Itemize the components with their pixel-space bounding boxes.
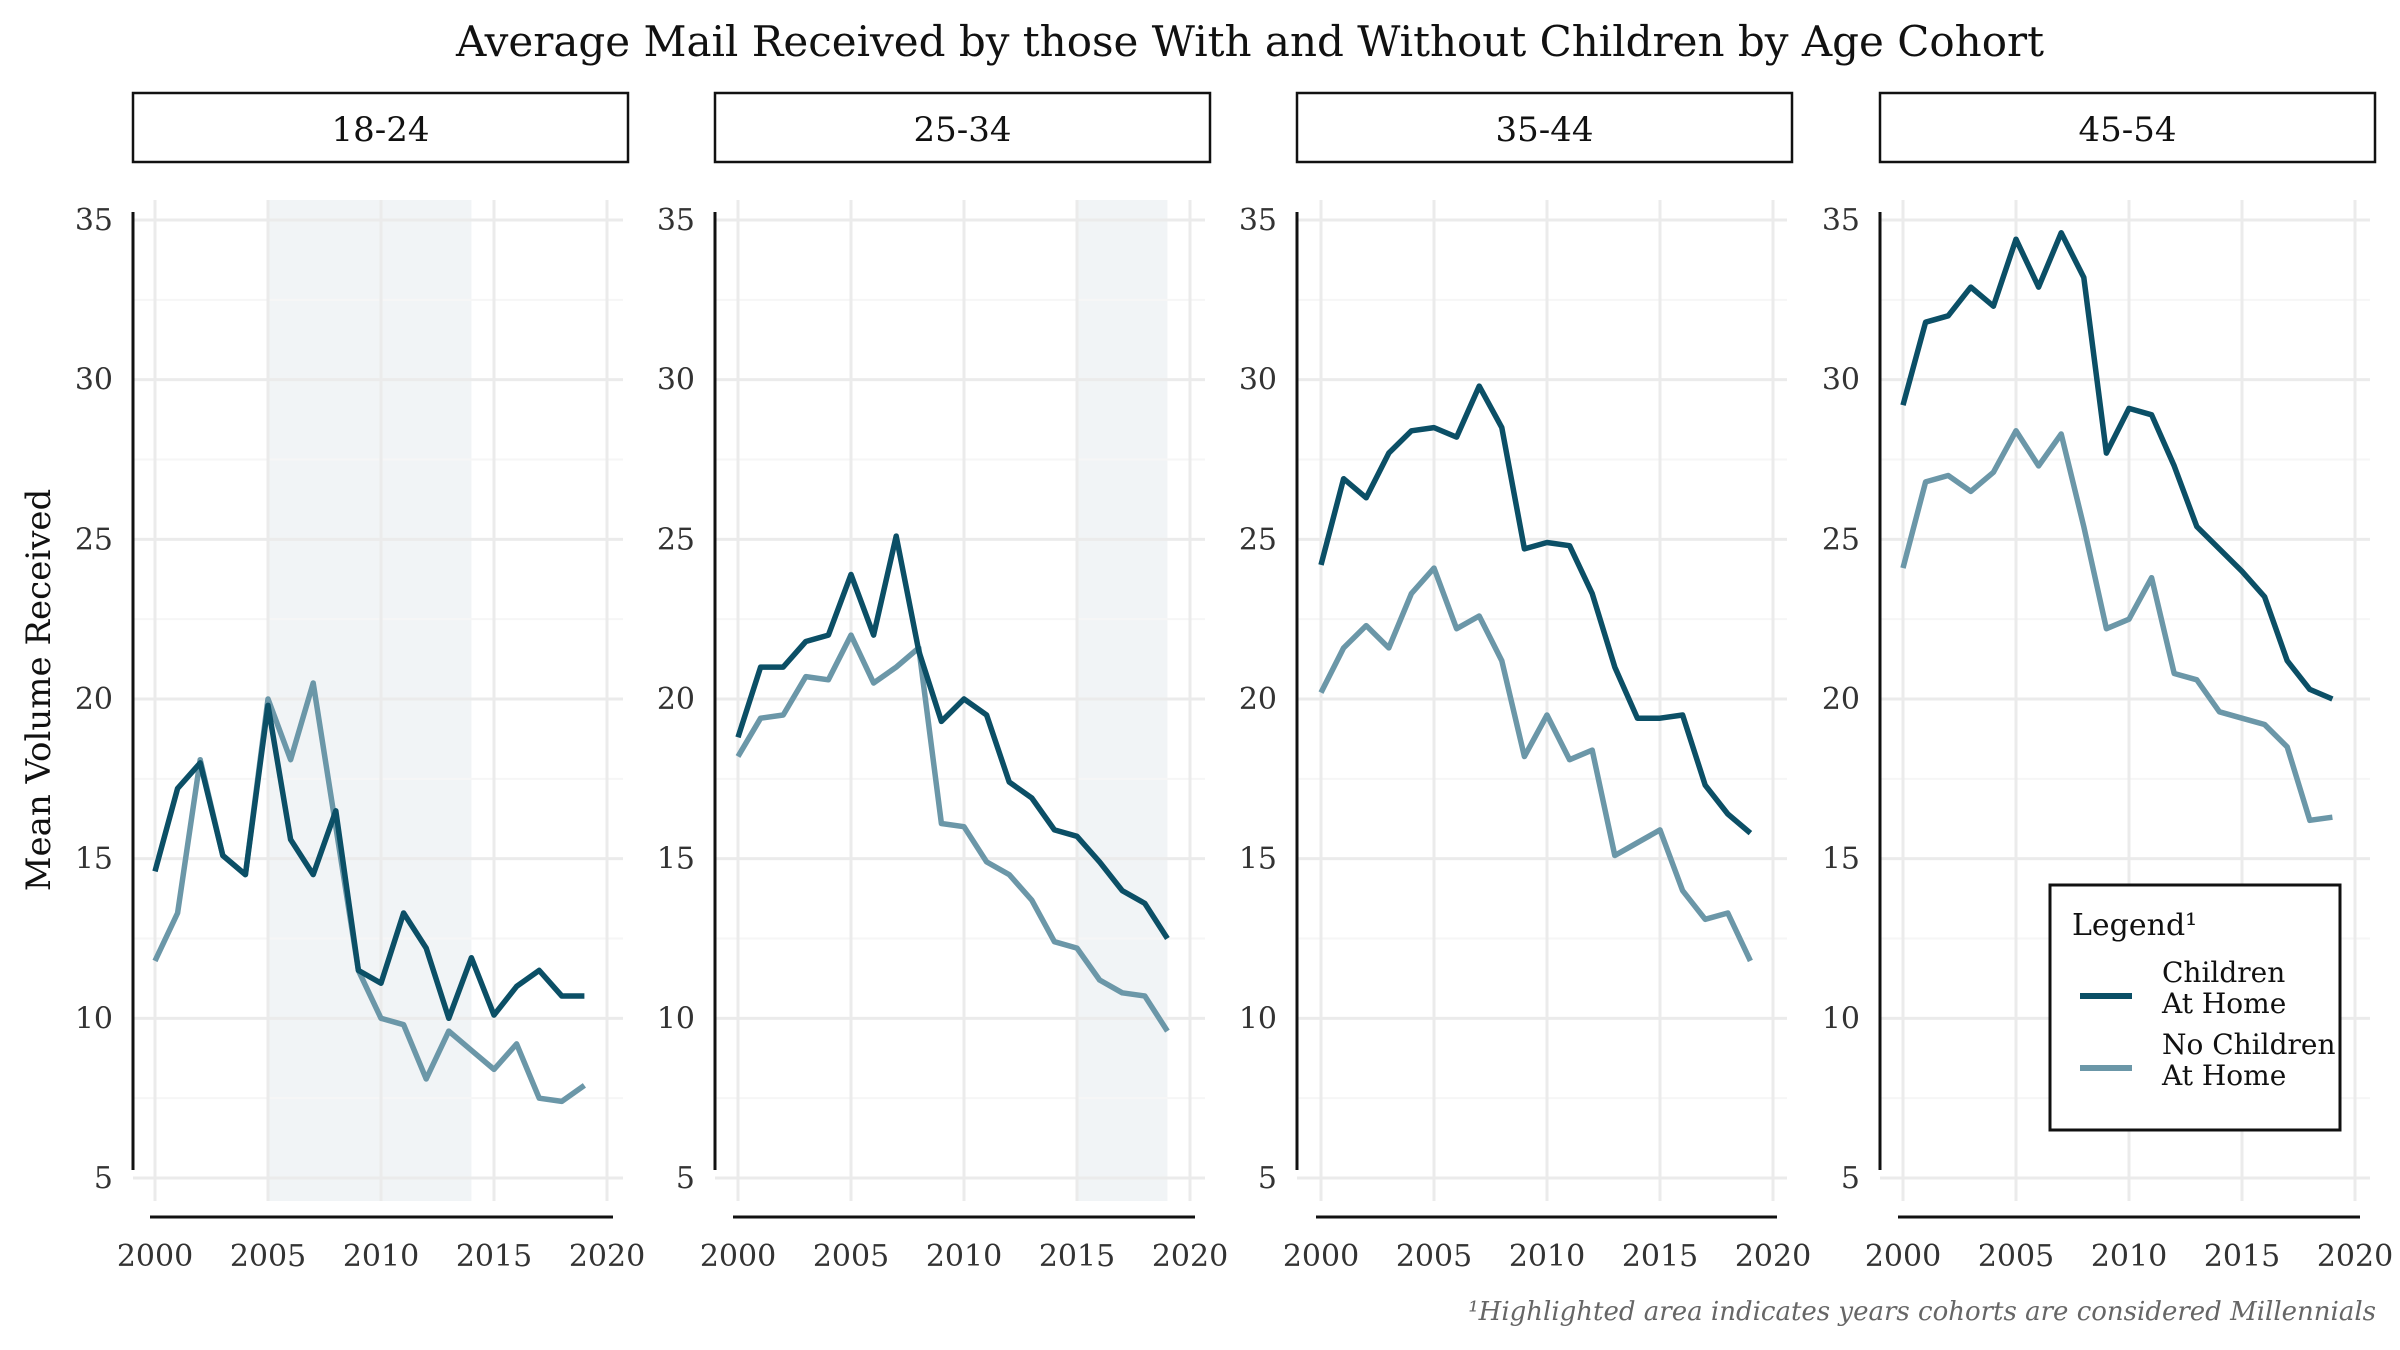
series-line-children: [1900, 230, 2334, 702]
x-tick-label: 2000: [1865, 1239, 1941, 1274]
y-tick-label: 15: [657, 842, 695, 877]
y-tick-label: 25: [1239, 522, 1277, 557]
x-tick-label: 2000: [117, 1239, 193, 1274]
footnote-caption: ¹Highlighted area indicates years cohort…: [1468, 1297, 2376, 1327]
y-tick-label: 25: [1822, 522, 1860, 557]
y-tick-label: 35: [1239, 203, 1277, 238]
y-tick-label: 20: [1822, 682, 1860, 717]
y-tick-label: 5: [1258, 1161, 1277, 1196]
x-tick-label: 2005: [813, 1239, 889, 1274]
x-tick-label: 2010: [2091, 1239, 2167, 1274]
legend-entry-label: At Home: [2161, 987, 2286, 1020]
y-tick-label: 15: [75, 842, 113, 877]
facet-strip: [713, 91, 1212, 164]
y-tick-label: 35: [657, 203, 695, 238]
y-tick-label: 20: [75, 682, 113, 717]
x-tick-label: 2015: [2204, 1239, 2280, 1274]
y-tick-label: 5: [94, 1161, 113, 1196]
x-tick-label: 2020: [569, 1239, 645, 1274]
y-tick-label: 10: [75, 1001, 113, 1036]
x-tick-label: 2000: [700, 1239, 776, 1274]
x-tick-label: 2010: [1509, 1239, 1585, 1274]
facet-panel-45-54: 5 10 15 20 25 30 35 2000 2005 2010 2015 2020 45-54: [1822, 91, 2393, 1274]
series-line-no-children: [1318, 565, 1753, 963]
legend-title: Legend¹: [2072, 908, 2197, 943]
x-tick-label: 2005: [230, 1239, 306, 1274]
x-tick-label: 2015: [1622, 1239, 1698, 1274]
y-tick-label: 15: [1239, 842, 1277, 877]
x-tick-label: 2010: [343, 1239, 419, 1274]
facet-strip-label: 25-34: [913, 110, 1011, 150]
x-tick-label: 2000: [1283, 1239, 1359, 1274]
y-tick-label: 20: [657, 682, 695, 717]
facet-panel-35-44: 5 10 15 20 25 30 35 2000 2005 2010 2015 2020 35-44: [1239, 91, 1811, 1274]
y-tick-label: 5: [1841, 1161, 1860, 1196]
x-tick-label: 2005: [1978, 1239, 2054, 1274]
y-tick-label: 5: [676, 1161, 695, 1196]
legend-entry-label: At Home: [2161, 1059, 2286, 1092]
facet-strip-label: 18-24: [331, 110, 429, 150]
y-tick-label: 10: [1239, 1001, 1277, 1036]
series-line-children: [735, 533, 1170, 940]
y-tick-label: 20: [1239, 682, 1277, 717]
x-tick-label: 2015: [456, 1239, 532, 1274]
x-tick-label: 2010: [926, 1239, 1002, 1274]
series-line-children: [1318, 383, 1753, 836]
series-line-children: [152, 702, 585, 1022]
facet-strip-label: 35-44: [1495, 110, 1593, 150]
y-tick-label: 35: [1822, 203, 1860, 238]
legend-entry-label: Children: [2162, 956, 2285, 989]
y-axis-label: Mean Volume Received: [19, 489, 59, 892]
x-tick-label: 2020: [1735, 1239, 1811, 1274]
y-tick-label: 30: [657, 363, 695, 398]
y-tick-label: 30: [1822, 363, 1860, 398]
x-tick-label: 2015: [1039, 1239, 1115, 1274]
x-tick-label: 2020: [2317, 1239, 2393, 1274]
series-line-no-children: [735, 632, 1170, 1033]
facet-strip: [131, 91, 630, 164]
x-tick-label: 2020: [1152, 1239, 1228, 1274]
y-tick-label: 30: [75, 363, 113, 398]
facet-strip: [1878, 91, 2377, 164]
series-line-no-children: [1900, 428, 2333, 824]
y-tick-label: 15: [1822, 842, 1860, 877]
y-tick-label: 10: [657, 1001, 695, 1036]
y-tick-label: 35: [75, 203, 113, 238]
facet-strip: [1295, 91, 1794, 164]
y-tick-label: 30: [1239, 363, 1277, 398]
x-tick-label: 2005: [1396, 1239, 1472, 1274]
facet-panel-18-24: 5 10 15 20 25 30 35 2000 2005 2010 2015 2020 18-24: [75, 91, 645, 1274]
legend-box: [2048, 883, 2342, 1132]
y-tick-label: 25: [75, 522, 113, 557]
facet-strip-label: 45-54: [2078, 110, 2176, 150]
y-tick-label: 25: [657, 522, 695, 557]
facet-panel-25-34: 5 10 15 20 25 30 35 2000 2005 2010 2015 2020 25-34: [657, 91, 1228, 1274]
legend-entry-label: No Children: [2162, 1028, 2336, 1061]
chart-title: Average Mail Received by those With and …: [455, 17, 2044, 66]
y-tick-label: 10: [1822, 1001, 1860, 1036]
